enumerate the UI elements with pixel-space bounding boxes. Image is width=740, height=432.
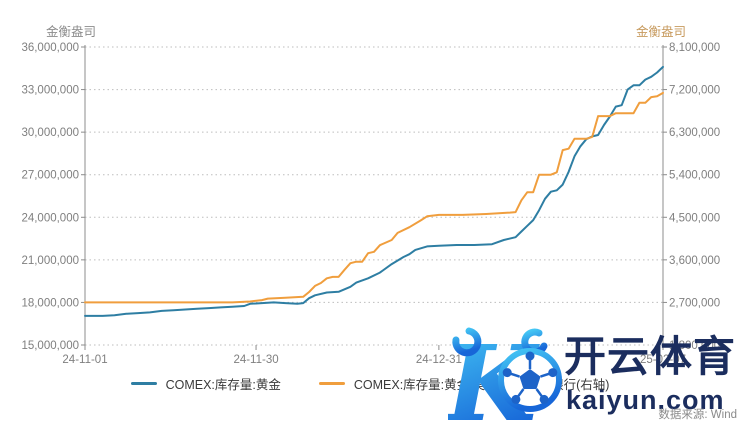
x-axis-tick-label: 24-11-01 bbox=[62, 354, 107, 366]
x-axis-tick-label: 25-02-07 bbox=[640, 354, 686, 366]
x-axis-tick-label: 24-12-31 bbox=[416, 354, 462, 366]
legend-item-comex-gold[interactable]: COMEX:库存量:黄金 bbox=[130, 374, 281, 393]
legend: COMEX:库存量:黄金 COMEX:库存量:黄金:美国:摩根大通银行(右轴) bbox=[0, 374, 740, 393]
legend-item-jpmorgan[interactable]: COMEX:库存量:黄金:美国:摩根大通银行(右轴) bbox=[318, 374, 610, 393]
right-axis-tick-label: 7,200,000 bbox=[669, 85, 720, 97]
legend-label-comex-gold: COMEX:库存量:黄金 bbox=[165, 378, 281, 392]
right-axis-title: 金衡盎司 bbox=[636, 25, 687, 39]
legend-swatch-blue bbox=[130, 382, 157, 385]
left-axis-tick-label: 33,000,000 bbox=[21, 85, 79, 97]
x-axis-tick-label: 24-11-30 bbox=[233, 354, 278, 366]
left-axis-tick-label: 24,000,000 bbox=[21, 212, 79, 224]
right-axis-tick-label: 8,100,000 bbox=[669, 42, 720, 54]
left-axis-tick-label: 36,000,000 bbox=[21, 42, 79, 54]
right-axis-tick-label: 5,400,000 bbox=[669, 170, 720, 182]
left-axis-tick-label: 15,000,000 bbox=[21, 340, 79, 352]
left-axis-tick-label: 30,000,000 bbox=[21, 127, 79, 139]
right-axis-tick-label: 4,500,000 bbox=[669, 212, 720, 224]
legend-label-jpmorgan: COMEX:库存量:黄金:美国:摩根大通银行(右轴) bbox=[353, 378, 610, 392]
left-axis-tick-label: 27,000,000 bbox=[21, 170, 79, 182]
right-axis-tick-label: 1,800,000 bbox=[669, 340, 720, 352]
right-axis-tick-label: 6,300,000 bbox=[669, 127, 720, 139]
series-line-comex-gold bbox=[84, 65, 664, 317]
left-axis-tick-label: 21,000,000 bbox=[21, 255, 79, 267]
right-axis-tick-label: 3,600,000 bbox=[669, 255, 720, 267]
series-line-jpmorgan bbox=[84, 91, 664, 304]
right-axis-tick-label: 2,700,000 bbox=[669, 297, 720, 309]
data-source-label: 数据来源: Wind bbox=[658, 409, 737, 421]
left-axis-title: 金衡盎司 bbox=[46, 25, 97, 39]
legend-swatch-orange bbox=[318, 382, 345, 385]
left-axis-tick-label: 18,000,000 bbox=[21, 297, 79, 309]
